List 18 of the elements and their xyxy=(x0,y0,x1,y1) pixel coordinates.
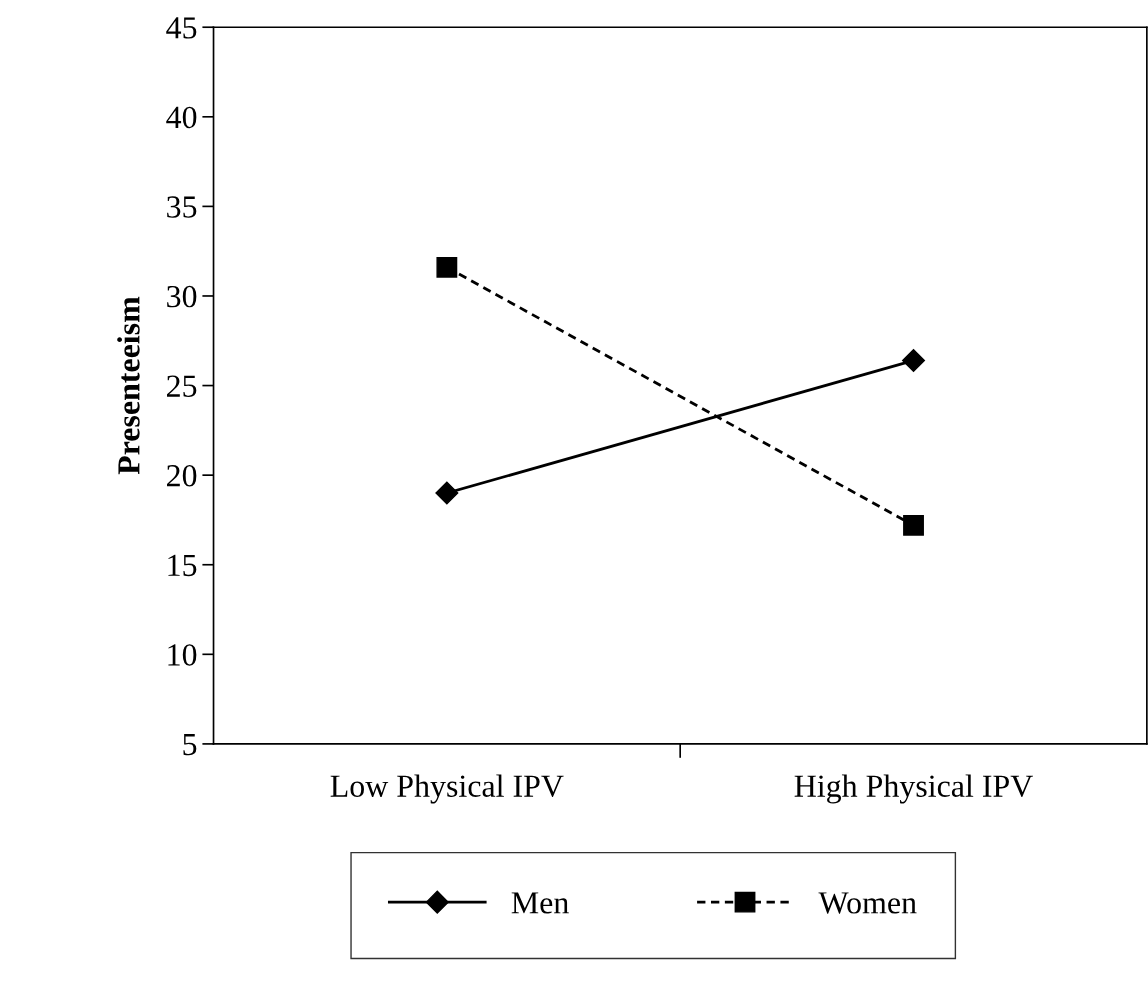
y-tick-label: 10 xyxy=(168,644,197,666)
y-tick-label: 20 xyxy=(167,464,197,487)
y-tick-label: 30 xyxy=(167,285,197,308)
point xyxy=(436,256,458,278)
legend-label: Men xyxy=(511,892,569,914)
legend-label: Women xyxy=(818,892,917,914)
y-tick-label: 25 xyxy=(167,375,197,397)
y-tick-label: 35 xyxy=(167,196,197,218)
x-tick-label: High Physical IPV xyxy=(794,774,1033,804)
y-tick-label: 5 xyxy=(183,734,197,756)
point xyxy=(902,348,926,372)
x-tick-label: Low Physical IPV xyxy=(330,774,564,804)
y-tick-label: 15 xyxy=(168,554,197,577)
point xyxy=(435,481,459,505)
y-tick-label: 40 xyxy=(166,106,197,129)
point xyxy=(903,514,924,536)
y-tick-label: 45 xyxy=(166,17,197,39)
y-axis-title: Presenteeism xyxy=(117,296,140,475)
